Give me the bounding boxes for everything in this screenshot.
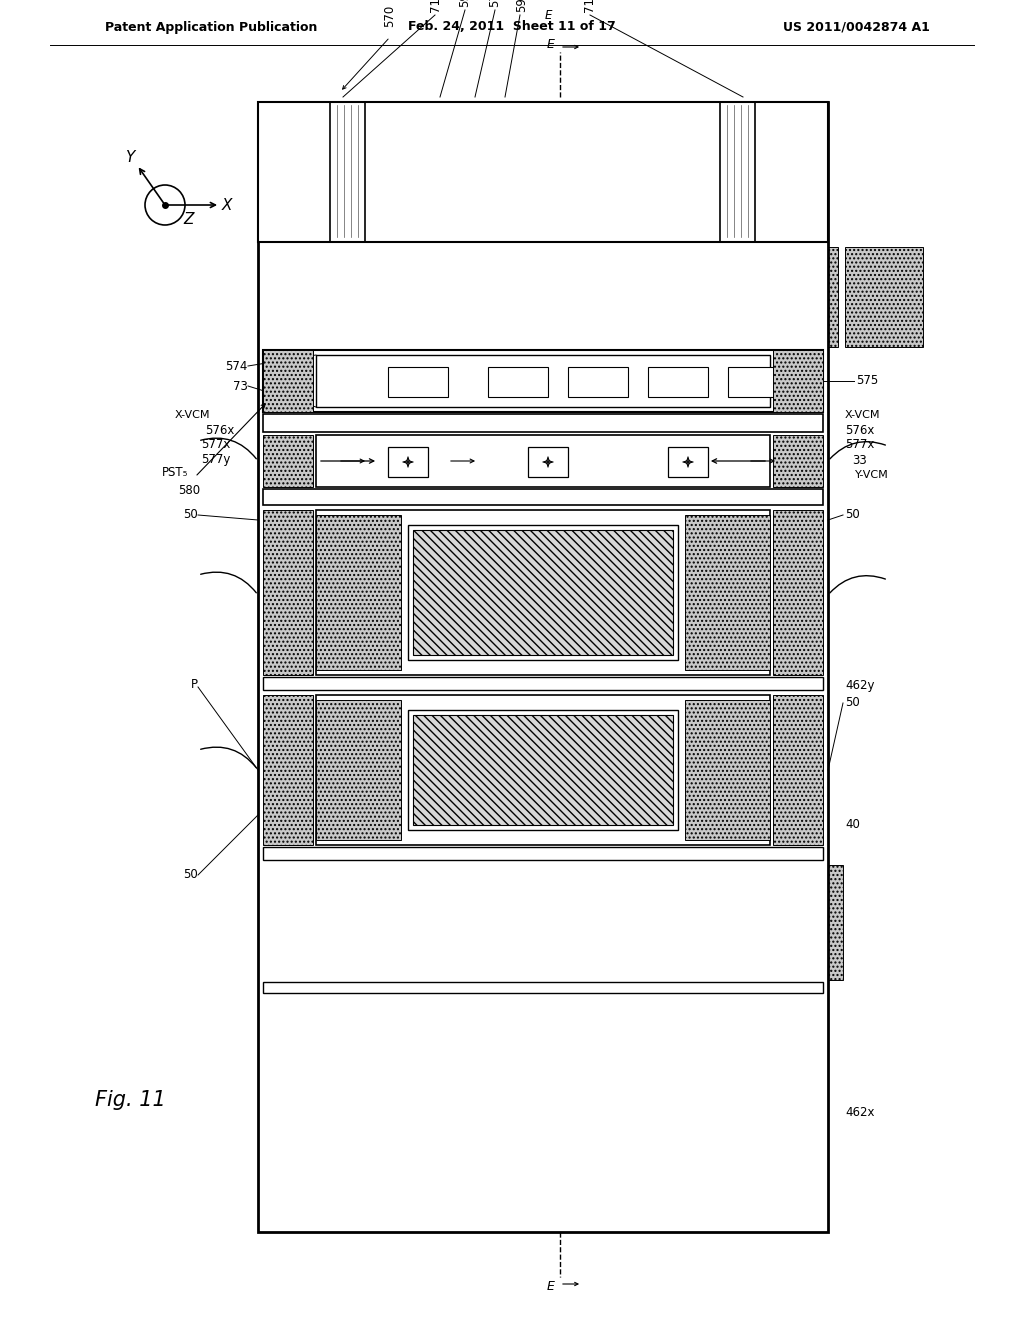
Bar (258, 102, 828, 242)
Bar (263, 677, 823, 690)
Bar (688, 865, 823, 979)
Bar (263, 865, 398, 979)
Text: 577y: 577y (201, 454, 230, 466)
Text: Y: Y (125, 149, 135, 165)
Bar (558, 865, 693, 979)
Text: 462x: 462x (845, 1106, 874, 1119)
Bar (373, 247, 451, 347)
Bar (685, 515, 770, 671)
Bar (685, 700, 770, 840)
Bar (383, 998, 490, 1228)
Bar (263, 247, 341, 347)
Text: 576y: 576y (488, 0, 502, 7)
Bar (408, 710, 678, 830)
Text: 570: 570 (384, 5, 396, 26)
Text: X: X (222, 198, 232, 213)
Bar (748, 595, 763, 630)
Text: 33: 33 (852, 454, 866, 466)
Bar (713, 998, 821, 1228)
Text: P: P (191, 678, 198, 692)
Text: Z: Z (183, 211, 195, 227)
Text: 591: 591 (459, 0, 471, 7)
Bar (316, 700, 401, 840)
Text: E: E (547, 37, 555, 50)
Bar (263, 510, 313, 675)
Text: 71: 71 (584, 0, 597, 12)
Bar (508, 998, 616, 1228)
Text: 50: 50 (845, 508, 860, 521)
Text: 576x: 576x (206, 424, 234, 437)
Bar (263, 847, 823, 861)
Bar (559, 865, 689, 979)
Text: 50: 50 (183, 869, 198, 882)
Bar (263, 982, 823, 993)
Text: Y-VCM: Y-VCM (855, 470, 889, 480)
Text: 462y: 462y (845, 678, 874, 692)
Text: 50: 50 (183, 508, 198, 521)
Bar (316, 355, 770, 407)
Bar (773, 436, 823, 487)
Text: 577x: 577x (201, 438, 230, 451)
Bar (411, 865, 541, 979)
Bar (263, 436, 313, 487)
Bar (748, 766, 763, 800)
Bar (648, 367, 708, 397)
Bar (408, 525, 678, 660)
Text: 574: 574 (225, 359, 248, 372)
Bar (458, 247, 536, 347)
Bar (773, 510, 823, 675)
Text: Feb. 24, 2011  Sheet 11 of 17: Feb. 24, 2011 Sheet 11 of 17 (409, 21, 615, 33)
Bar (258, 102, 828, 1232)
Bar (760, 247, 838, 347)
Bar (323, 766, 338, 800)
Bar (263, 696, 313, 845)
Bar (316, 696, 770, 845)
Bar (528, 447, 568, 477)
Bar (668, 447, 708, 477)
Bar (773, 696, 823, 845)
Text: Fig. 11: Fig. 11 (94, 1090, 165, 1110)
Text: 71: 71 (428, 0, 441, 12)
Bar (263, 998, 371, 1228)
Bar (323, 595, 338, 630)
Bar (708, 865, 843, 979)
Bar (263, 865, 393, 979)
Bar (728, 367, 788, 397)
Bar (413, 715, 673, 825)
Text: 73: 73 (233, 380, 248, 392)
Bar (263, 488, 823, 506)
Bar (675, 865, 805, 979)
Bar (413, 531, 673, 655)
Text: E: E (545, 9, 552, 22)
Text: X-VCM: X-VCM (845, 411, 881, 420)
Bar (263, 350, 313, 412)
Text: 577x: 577x (845, 438, 874, 451)
Bar (348, 247, 426, 347)
Bar (263, 350, 823, 412)
Bar (568, 367, 628, 397)
Text: 50: 50 (845, 697, 860, 710)
Bar (316, 510, 770, 675)
Bar (388, 367, 449, 397)
Text: 591: 591 (515, 0, 528, 12)
Text: E: E (547, 1280, 555, 1294)
Bar (633, 998, 741, 1228)
Text: 40: 40 (845, 818, 860, 832)
Text: X-VCM: X-VCM (174, 411, 210, 420)
Text: 575: 575 (856, 375, 879, 388)
Text: PST₅: PST₅ (162, 466, 188, 479)
Text: 580: 580 (178, 483, 200, 496)
Bar (388, 447, 428, 477)
Bar (408, 865, 543, 979)
Text: 576x: 576x (845, 424, 874, 437)
Text: US 2011/0042874 A1: US 2011/0042874 A1 (783, 21, 930, 33)
Bar (316, 515, 401, 671)
Bar (316, 436, 770, 487)
Bar (488, 367, 548, 397)
Bar (845, 247, 923, 347)
Bar (625, 247, 703, 347)
Text: Patent Application Publication: Patent Application Publication (105, 21, 317, 33)
Bar (263, 414, 823, 432)
Bar (773, 350, 823, 412)
